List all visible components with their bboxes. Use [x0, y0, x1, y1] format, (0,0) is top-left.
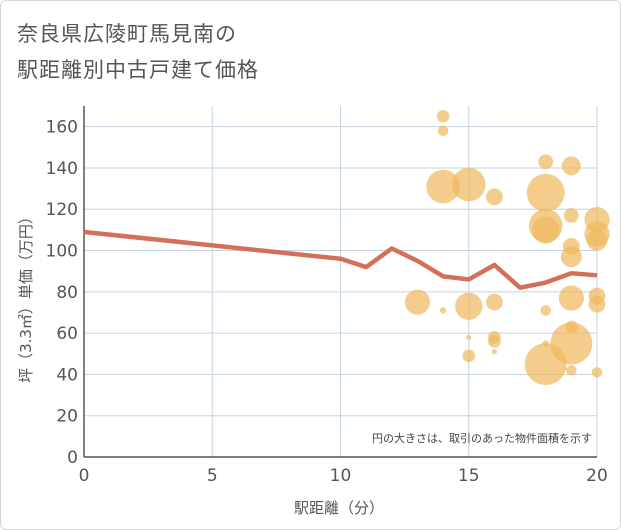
y-tick-label: 140: [46, 159, 78, 179]
bubble-point: [538, 154, 554, 170]
y-tick-label: 0: [67, 448, 78, 468]
bubble-series: [404, 110, 610, 386]
x-tick-label: 0: [79, 466, 90, 486]
bubble-point: [491, 349, 497, 355]
bubble-point: [486, 293, 503, 311]
x-tick-label: 15: [458, 466, 480, 486]
axes: [83, 106, 597, 458]
bubble-point: [558, 285, 584, 311]
bubble-point: [436, 110, 450, 123]
bubble-point: [561, 156, 581, 176]
bubble-size-note: 円の大きさは、取引のあった物件面積を示す: [372, 431, 592, 445]
bubble-point: [532, 216, 560, 244]
bubble-point: [437, 125, 449, 137]
bubble-point: [560, 246, 582, 268]
bubble-point: [586, 229, 608, 251]
tick-labels: 0 20 40 60 80 100 120 140 160 0 5 10 15 20: [46, 118, 608, 486]
y-axis-label: 坪（3.3㎡）単価（万円）: [17, 209, 35, 383]
line-series: [83, 229, 598, 290]
bubble-point: [564, 208, 579, 223]
bubble-point: [439, 307, 447, 314]
y-tick-label: 80: [56, 283, 78, 303]
bubble-point: [462, 349, 476, 363]
y-tick-label: 60: [56, 324, 78, 344]
x-tick-label: 10: [330, 466, 352, 486]
bubble-point: [540, 305, 551, 316]
x-tick-label: 5: [207, 466, 218, 486]
bubble-point: [588, 295, 606, 313]
bubble-point: [404, 289, 431, 315]
y-tick-label: 40: [56, 365, 78, 385]
y-tick-label: 120: [46, 200, 78, 220]
bubble-point: [426, 169, 460, 204]
bubble-point: [486, 188, 503, 206]
y-tick-label: 20: [56, 407, 78, 427]
bubble-point: [488, 335, 501, 348]
bubble-point: [466, 334, 472, 340]
x-axis-label: 駅距離（分）: [294, 499, 384, 517]
grid-lines: [84, 106, 598, 457]
y-tick-label: 160: [46, 118, 78, 138]
y-tick-label: 100: [46, 242, 78, 262]
chart-title-line-2: 駅距離別中古戸建て価格: [17, 58, 259, 82]
x-tick-label: 20: [586, 466, 608, 486]
bubble-point: [566, 365, 577, 376]
bubble-point: [455, 292, 483, 320]
bubble-point: [542, 340, 549, 347]
average-price-line: [83, 229, 598, 290]
chart-title-line-1: 奈良県広陵町馬見南の: [17, 22, 237, 46]
chart-title: 奈良県広陵町馬見南の 駅距離別中古戸建て価格: [17, 16, 259, 88]
bubble-point: [451, 167, 486, 202]
bubble-point: [526, 173, 565, 212]
bubble-point: [550, 322, 593, 365]
bubble-point: [591, 367, 603, 378]
